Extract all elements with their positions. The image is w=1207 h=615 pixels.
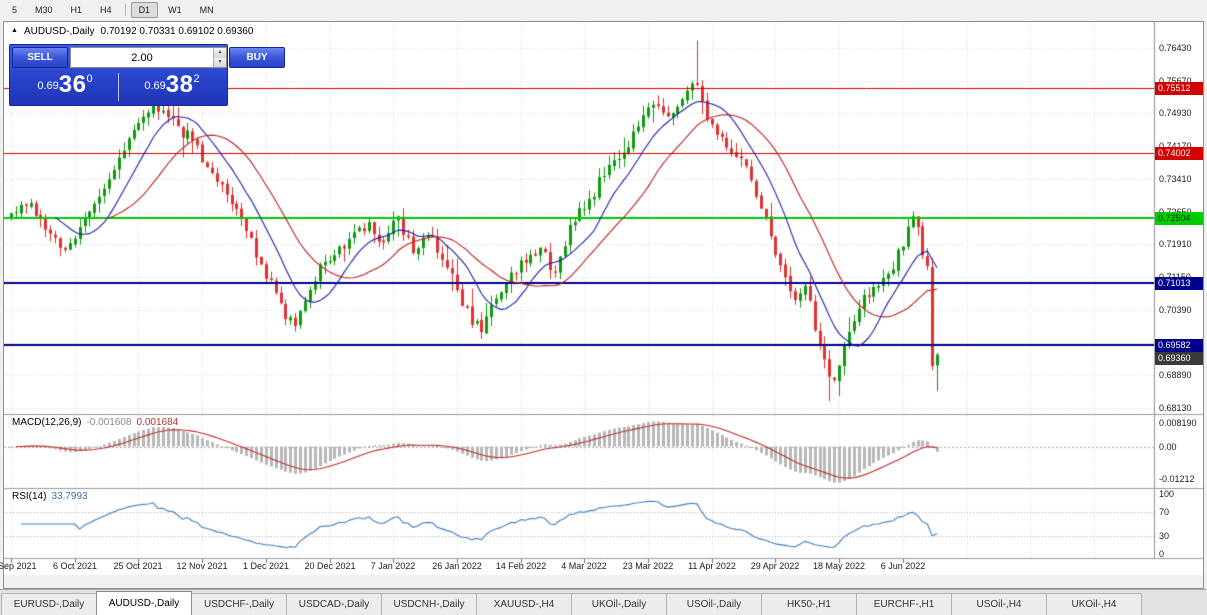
rsi-axis-tick: 0 (1159, 549, 1165, 559)
time-axis-label: 14 Feb 2022 (495, 561, 547, 571)
macd-axis-tick: 0.00 (1159, 442, 1177, 452)
chart-tab-ukoil[interactable]: UKOil-,Daily (571, 593, 667, 615)
volume-input[interactable] (71, 48, 213, 67)
price-axis-tick: 0.75670 (1159, 76, 1192, 86)
buy-price-big-digits: 38 (165, 70, 194, 98)
sell-button[interactable]: SELL (12, 47, 68, 68)
price-axis-tick: 0.71910 (1159, 239, 1192, 249)
macd-axis-tick: -0.01212 (1159, 474, 1195, 484)
timeframe-button-h4[interactable]: H4 (100, 5, 112, 15)
chart-tab-usdchf[interactable]: USDCHF-,Daily (191, 593, 287, 615)
time-axis-label: 23 Mar 2022 (622, 561, 674, 571)
volume-down-icon[interactable]: ▼ (214, 57, 226, 67)
chart-ohlc-values: 0.70192 0.70331 0.69102 0.69360 (100, 25, 254, 37)
timeframe-button-5[interactable]: 5 (12, 5, 18, 15)
sell-price-prefix: 0.69 (37, 79, 59, 92)
time-axis-label: 17 Sep 2021 (0, 561, 37, 571)
chart-tab-usdcnh[interactable]: USDCNH-,Daily (381, 593, 477, 615)
one-click-collapse-icon[interactable]: ▲ (11, 27, 18, 34)
price-divider (118, 72, 119, 101)
current-price-tag: 0.69360 (1155, 352, 1203, 365)
chart-symbol-title: AUDUSD-,Daily (23, 25, 95, 37)
time-axis-label: 29 Apr 2022 (750, 561, 800, 571)
chart-tab-usoil[interactable]: USOil-,H4 (951, 593, 1047, 615)
time-axis-label: 25 Oct 2021 (113, 561, 163, 571)
macd-signal-value: 0.001684 (136, 417, 179, 428)
time-axis-label: 1 Dec 2021 (242, 561, 290, 571)
timeframe-button-d1[interactable]: D1 (130, 2, 159, 18)
timeframe-toolbar: 5 M30 H1 H4 D1 W1 MN (0, 0, 1207, 20)
volume-spin-buttons: ▲ ▼ (213, 48, 226, 67)
chart-tab-eurchf[interactable]: EURCHF-,H1 (856, 593, 952, 615)
chart-header: ▲ AUDUSD-,Daily 0.70192 0.70331 0.69102 … (11, 24, 253, 38)
macd-axis-tick: 0.008190 (1159, 418, 1197, 428)
chart-tab-usdcad[interactable]: USDCAD-,Daily (286, 593, 382, 615)
price-axis-tick: 0.74930 (1159, 108, 1192, 118)
price-chart-canvas[interactable] (4, 22, 1203, 588)
buy-price-display[interactable]: 0.69 38 2 (119, 70, 225, 100)
chart-tab-ukoil[interactable]: UKOil-,H4 (1046, 593, 1142, 615)
time-axis-label: 26 Jan 2022 (432, 561, 482, 571)
timeframe-button-mn[interactable]: MN (199, 5, 214, 15)
timeframe-button-h1[interactable]: H1 (70, 5, 83, 15)
price-axis-tick: 0.70390 (1159, 305, 1192, 315)
price-level-tag: 0.69582 (1155, 339, 1203, 352)
price-level-tag: 0.71013 (1155, 277, 1203, 290)
price-level-tag: 0.72504 (1155, 212, 1203, 225)
rsi-axis-tick: 30 (1159, 531, 1170, 541)
price-axis-tick: 0.73410 (1159, 174, 1192, 184)
toolbar-separator (124, 4, 126, 16)
macd-main-value: -0.001608 (86, 417, 132, 428)
volume-up-icon[interactable]: ▲ (214, 48, 226, 58)
buy-price-pipette: 2 (193, 72, 200, 85)
buy-price-prefix: 0.69 (144, 79, 166, 92)
time-axis-label: 18 May 2022 (812, 561, 866, 571)
one-click-trading-panel: SELL ▲ ▼ BUY 0.69 36 0 0.69 (9, 44, 285, 106)
macd-indicator-label: MACD(12,26,9) -0.001608 0.001684 (12, 417, 178, 428)
buy-button[interactable]: BUY (229, 47, 285, 68)
price-axis-tick: 0.68890 (1159, 370, 1192, 380)
time-axis-label: 6 Oct 2021 (52, 561, 98, 571)
sell-price-pipette: 0 (86, 72, 93, 85)
rsi-indicator-label: RSI(14) 33.7993 (12, 491, 88, 502)
rsi-axis-tick: 100 (1159, 489, 1175, 499)
rsi-value: 33.7993 (51, 491, 88, 502)
price-axis-tick: 0.74170 (1159, 141, 1192, 151)
rsi-axis-tick: 70 (1159, 507, 1170, 517)
price-axis-tick: 0.68130 (1159, 403, 1192, 413)
chart-tab-audusd[interactable]: AUDUSD-,Daily (96, 591, 192, 615)
timeframe-button-m30[interactable]: M30 (35, 5, 53, 15)
chart-tab-usoil[interactable]: USOil-,Daily (666, 593, 762, 615)
time-axis-label: 11 Apr 2022 (688, 561, 736, 571)
price-level-tag: 0.74002 (1155, 147, 1203, 160)
chart-tab-xauusd[interactable]: XAUUSD-,H4 (476, 593, 572, 615)
time-axis-label: 6 Jun 2022 (880, 561, 926, 571)
price-axis-tick: 0.76430 (1159, 43, 1192, 53)
rsi-name: RSI(14) (12, 491, 47, 502)
volume-stepper: ▲ ▼ (70, 47, 227, 68)
trade-panel-buttons-row: SELL ▲ ▼ BUY (12, 47, 285, 68)
timeframe-button-w1[interactable]: W1 (168, 5, 182, 15)
chart-tab-hk50[interactable]: HK50-,H1 (761, 593, 857, 615)
chart-tabbar: EURUSD-,Daily AUDUSD-,Daily USDCHF-,Daily U… (0, 589, 1207, 615)
macd-name: MACD(12,26,9) (12, 417, 82, 428)
time-axis-label: 7 Jan 2022 (370, 561, 416, 571)
chart-window: ▲ AUDUSD-,Daily 0.70192 0.70331 0.69102 … (0, 21, 1204, 589)
time-axis-label: 12 Nov 2021 (176, 561, 228, 571)
trade-panel-prices-row: 0.69 36 0 0.69 38 2 (12, 68, 225, 105)
time-axis-label: 4 Mar 2022 (561, 561, 607, 571)
sell-price-big-digits: 36 (58, 70, 87, 98)
price-level-tag: 0.75512 (1155, 82, 1203, 95)
sell-price-display[interactable]: 0.69 36 0 (12, 70, 118, 100)
time-axis-label: 20 Dec 2021 (304, 561, 356, 571)
chart-tab-eurusd[interactable]: EURUSD-,Daily (1, 593, 97, 615)
